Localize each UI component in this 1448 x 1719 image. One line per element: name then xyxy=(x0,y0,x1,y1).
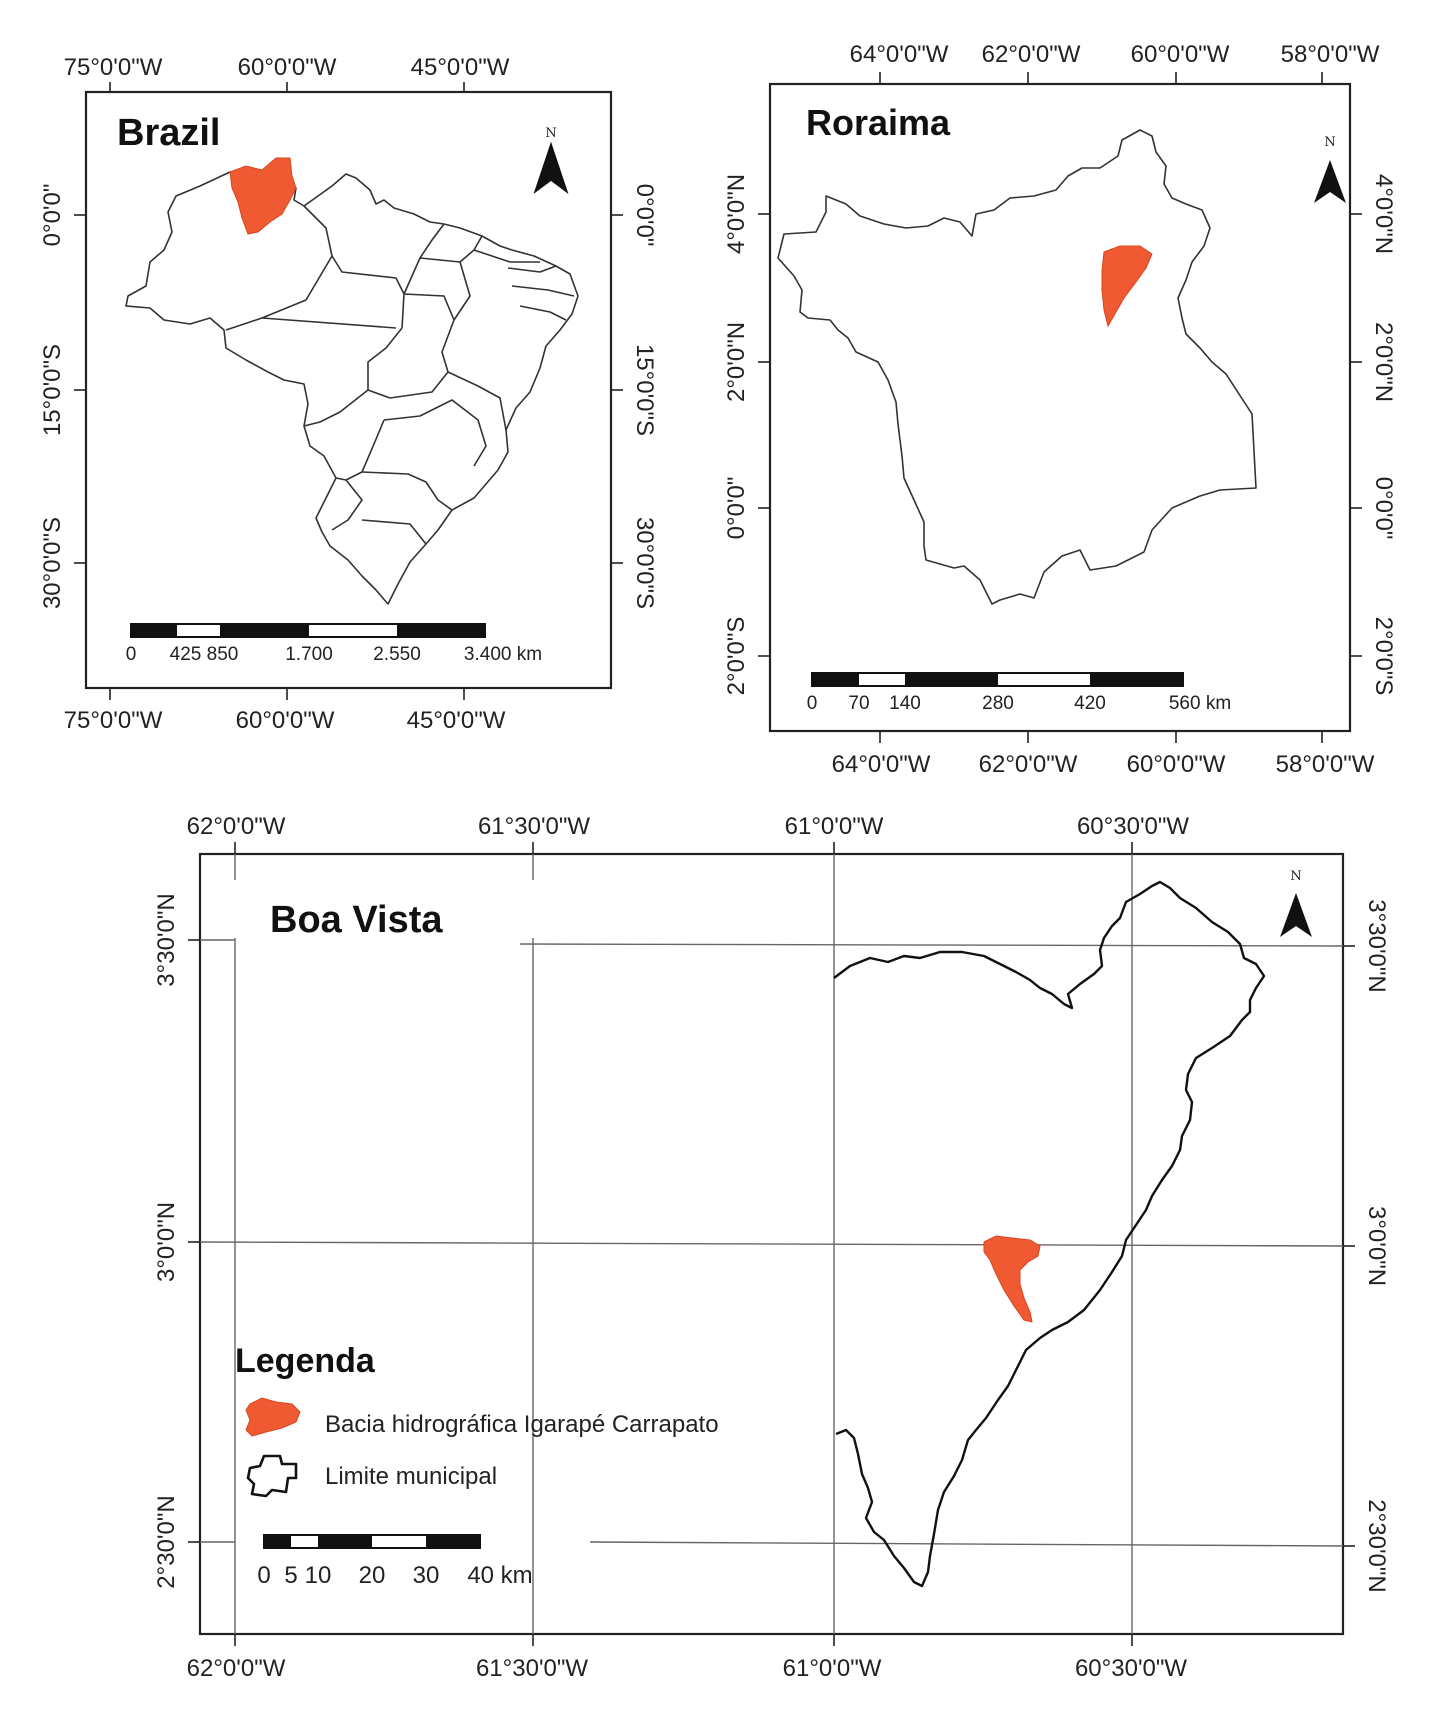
boavista-top-label-3: 61°0'0"W xyxy=(785,813,884,840)
roraima-left-label-1: 4°0'0"N xyxy=(723,174,750,254)
brazil-right-label-3: 30°0'0"S xyxy=(631,517,658,609)
svg-text:N: N xyxy=(545,126,556,141)
brazil-scale-label: 1.700 xyxy=(285,644,333,665)
roraima-bottom-label-1: 64°0'0"W xyxy=(832,751,931,778)
boavista-bottom-label-2: 61°30'0"W xyxy=(476,1655,588,1682)
boavista-right-label-3: 2°30'0"N xyxy=(1363,1499,1390,1592)
roraima-bottom-label-4: 58°0'0"W xyxy=(1276,751,1375,778)
boavista-scale-label: 5 xyxy=(284,1562,297,1589)
boavista-left-label-2: 3°0'0"N xyxy=(153,1202,180,1282)
brazil-top-label-2: 60°0'0"W xyxy=(238,54,337,81)
roraima-right-label-4: 2°0'0"S xyxy=(1370,617,1397,696)
brazil-title: Brazil xyxy=(117,112,220,154)
boavista-graticule xyxy=(199,854,1344,1634)
boavista-scale-label: 30 xyxy=(413,1562,440,1589)
boavista-top-label-1: 62°0'0"W xyxy=(187,813,286,840)
roraima-scale-label: 140 xyxy=(889,693,921,714)
brazil-bottom-label-1: 75°0'0"W xyxy=(64,707,163,734)
brazil-map-panel: 75°0'0"W 60°0'0"W 45°0'0"W 75°0'0"W 60°0… xyxy=(39,54,658,734)
roraima-outline xyxy=(777,129,1257,605)
brazil-scale-label: 0 xyxy=(126,644,137,665)
boavista-scale-label: 10 xyxy=(305,1562,332,1589)
roraima-map-panel: 64°0'0"W 62°0'0"W 60°0'0"W 58°0'0"W 64°0… xyxy=(723,41,1397,778)
boavista-scale-bar: 0 5 10 20 30 40 km xyxy=(257,1534,533,1589)
brazil-state-borders xyxy=(225,205,575,545)
brazil-top-label-1: 75°0'0"W xyxy=(64,54,163,81)
brazil-frame xyxy=(84,90,613,690)
brazil-right-label-1: 0°0'0" xyxy=(631,184,658,247)
boavista-bottom-label-4: 60°30'0"W xyxy=(1075,1655,1187,1682)
brazil-scale-label: 425 850 xyxy=(170,644,239,665)
roraima-top-label-3: 60°0'0"W xyxy=(1131,41,1230,68)
roraima-right-label-1: 4°0'0"N xyxy=(1370,174,1397,254)
legend-item-municipal-limit: Limite municipal xyxy=(325,1463,497,1490)
legend-municipal-limit-icon xyxy=(246,1454,298,1498)
north-arrow-icon: N xyxy=(1314,135,1346,203)
roraima-left-label-3: 0°0'0" xyxy=(723,477,750,540)
roraima-bottom-label-3: 60°0'0"W xyxy=(1127,751,1226,778)
legend-basin-swatch-icon xyxy=(245,1397,301,1437)
roraima-top-label-2: 62°0'0"W xyxy=(982,41,1081,68)
boavista-left-label-1: 3°30'0"N xyxy=(153,893,180,986)
boavista-right-label-1: 3°30'0"N xyxy=(1363,899,1390,992)
brazil-scale-label: 3.400 km xyxy=(464,644,542,665)
roraima-title: Roraima xyxy=(806,102,951,143)
brazil-left-label-3: 30°0'0"S xyxy=(39,517,66,609)
boavista-frame xyxy=(198,852,1345,1636)
roraima-right-label-3: 0°0'0" xyxy=(1370,477,1397,540)
roraima-frame xyxy=(768,82,1352,733)
boavista-bottom-label-3: 61°0'0"W xyxy=(783,1655,882,1682)
boavista-scale-label: 20 xyxy=(359,1562,386,1589)
boavista-top-label-4: 60°30'0"W xyxy=(1077,813,1189,840)
brazil-left-label-1: 0°0'0" xyxy=(39,184,66,247)
legend-title: Legenda xyxy=(235,1342,376,1380)
roraima-right-label-2: 2°0'0"N xyxy=(1370,322,1397,402)
roraima-scale-label: 0 xyxy=(807,693,818,714)
roraima-scale-bar: 0 70 140 280 420 560 km xyxy=(807,672,1231,714)
legend-item-basin: Bacia hidrográfica Igarapé Carrapato xyxy=(325,1411,719,1438)
boavista-right-label-2: 3°0'0"N xyxy=(1363,1206,1390,1286)
brazil-right-label-2: 15°0'0"S xyxy=(631,344,658,436)
roraima-left-label-2: 2°0'0"N xyxy=(723,322,750,402)
igarape-carrapato-basin-highlight xyxy=(1101,245,1153,328)
north-arrow-icon: N xyxy=(1280,869,1312,937)
brazil-scale-bar: 0 425 850 1.700 2.550 3.400 km xyxy=(126,623,542,665)
north-arrow-icon: N xyxy=(533,126,569,195)
brazil-outline xyxy=(125,171,579,605)
roraima-left-label-4: 2°0'0"S xyxy=(723,617,750,696)
roraima-top-label-4: 58°0'0"W xyxy=(1281,41,1380,68)
roraima-scale-label: 560 km xyxy=(1169,693,1231,714)
brazil-top-label-3: 45°0'0"W xyxy=(411,54,510,81)
boavista-scale-label: 0 xyxy=(257,1562,270,1589)
boavista-map-panel: 62°0'0"W 61°30'0"W 61°0'0"W 60°30'0"W 62… xyxy=(153,813,1390,1682)
igarape-carrapato-basin xyxy=(983,1235,1041,1323)
roraima-highlight xyxy=(229,157,297,235)
brazil-left-label-2: 15°0'0"S xyxy=(39,344,66,436)
boavista-title: Boa Vista xyxy=(270,899,443,941)
boavista-left-label-3: 2°30'0"N xyxy=(153,1495,180,1588)
brazil-bottom-label-3: 45°0'0"W xyxy=(407,707,506,734)
roraima-scale-label: 420 xyxy=(1074,693,1106,714)
svg-text:N: N xyxy=(1324,135,1335,150)
boavista-top-label-2: 61°30'0"W xyxy=(478,813,590,840)
boavista-bottom-label-1: 62°0'0"W xyxy=(187,1655,286,1682)
boavista-scale-label: 40 km xyxy=(467,1562,532,1589)
roraima-bottom-label-2: 62°0'0"W xyxy=(979,751,1078,778)
brazil-bottom-label-2: 60°0'0"W xyxy=(236,707,335,734)
svg-text:N: N xyxy=(1290,869,1301,884)
boavista-municipal-boundary xyxy=(833,880,1266,1588)
brazil-scale-label: 2.550 xyxy=(373,644,421,665)
legend: Legenda Bacia hidrográfica Igarapé Carra… xyxy=(235,1342,719,1498)
roraima-scale-label: 280 xyxy=(982,693,1014,714)
roraima-scale-label: 70 xyxy=(848,693,869,714)
roraima-top-label-1: 64°0'0"W xyxy=(850,41,949,68)
